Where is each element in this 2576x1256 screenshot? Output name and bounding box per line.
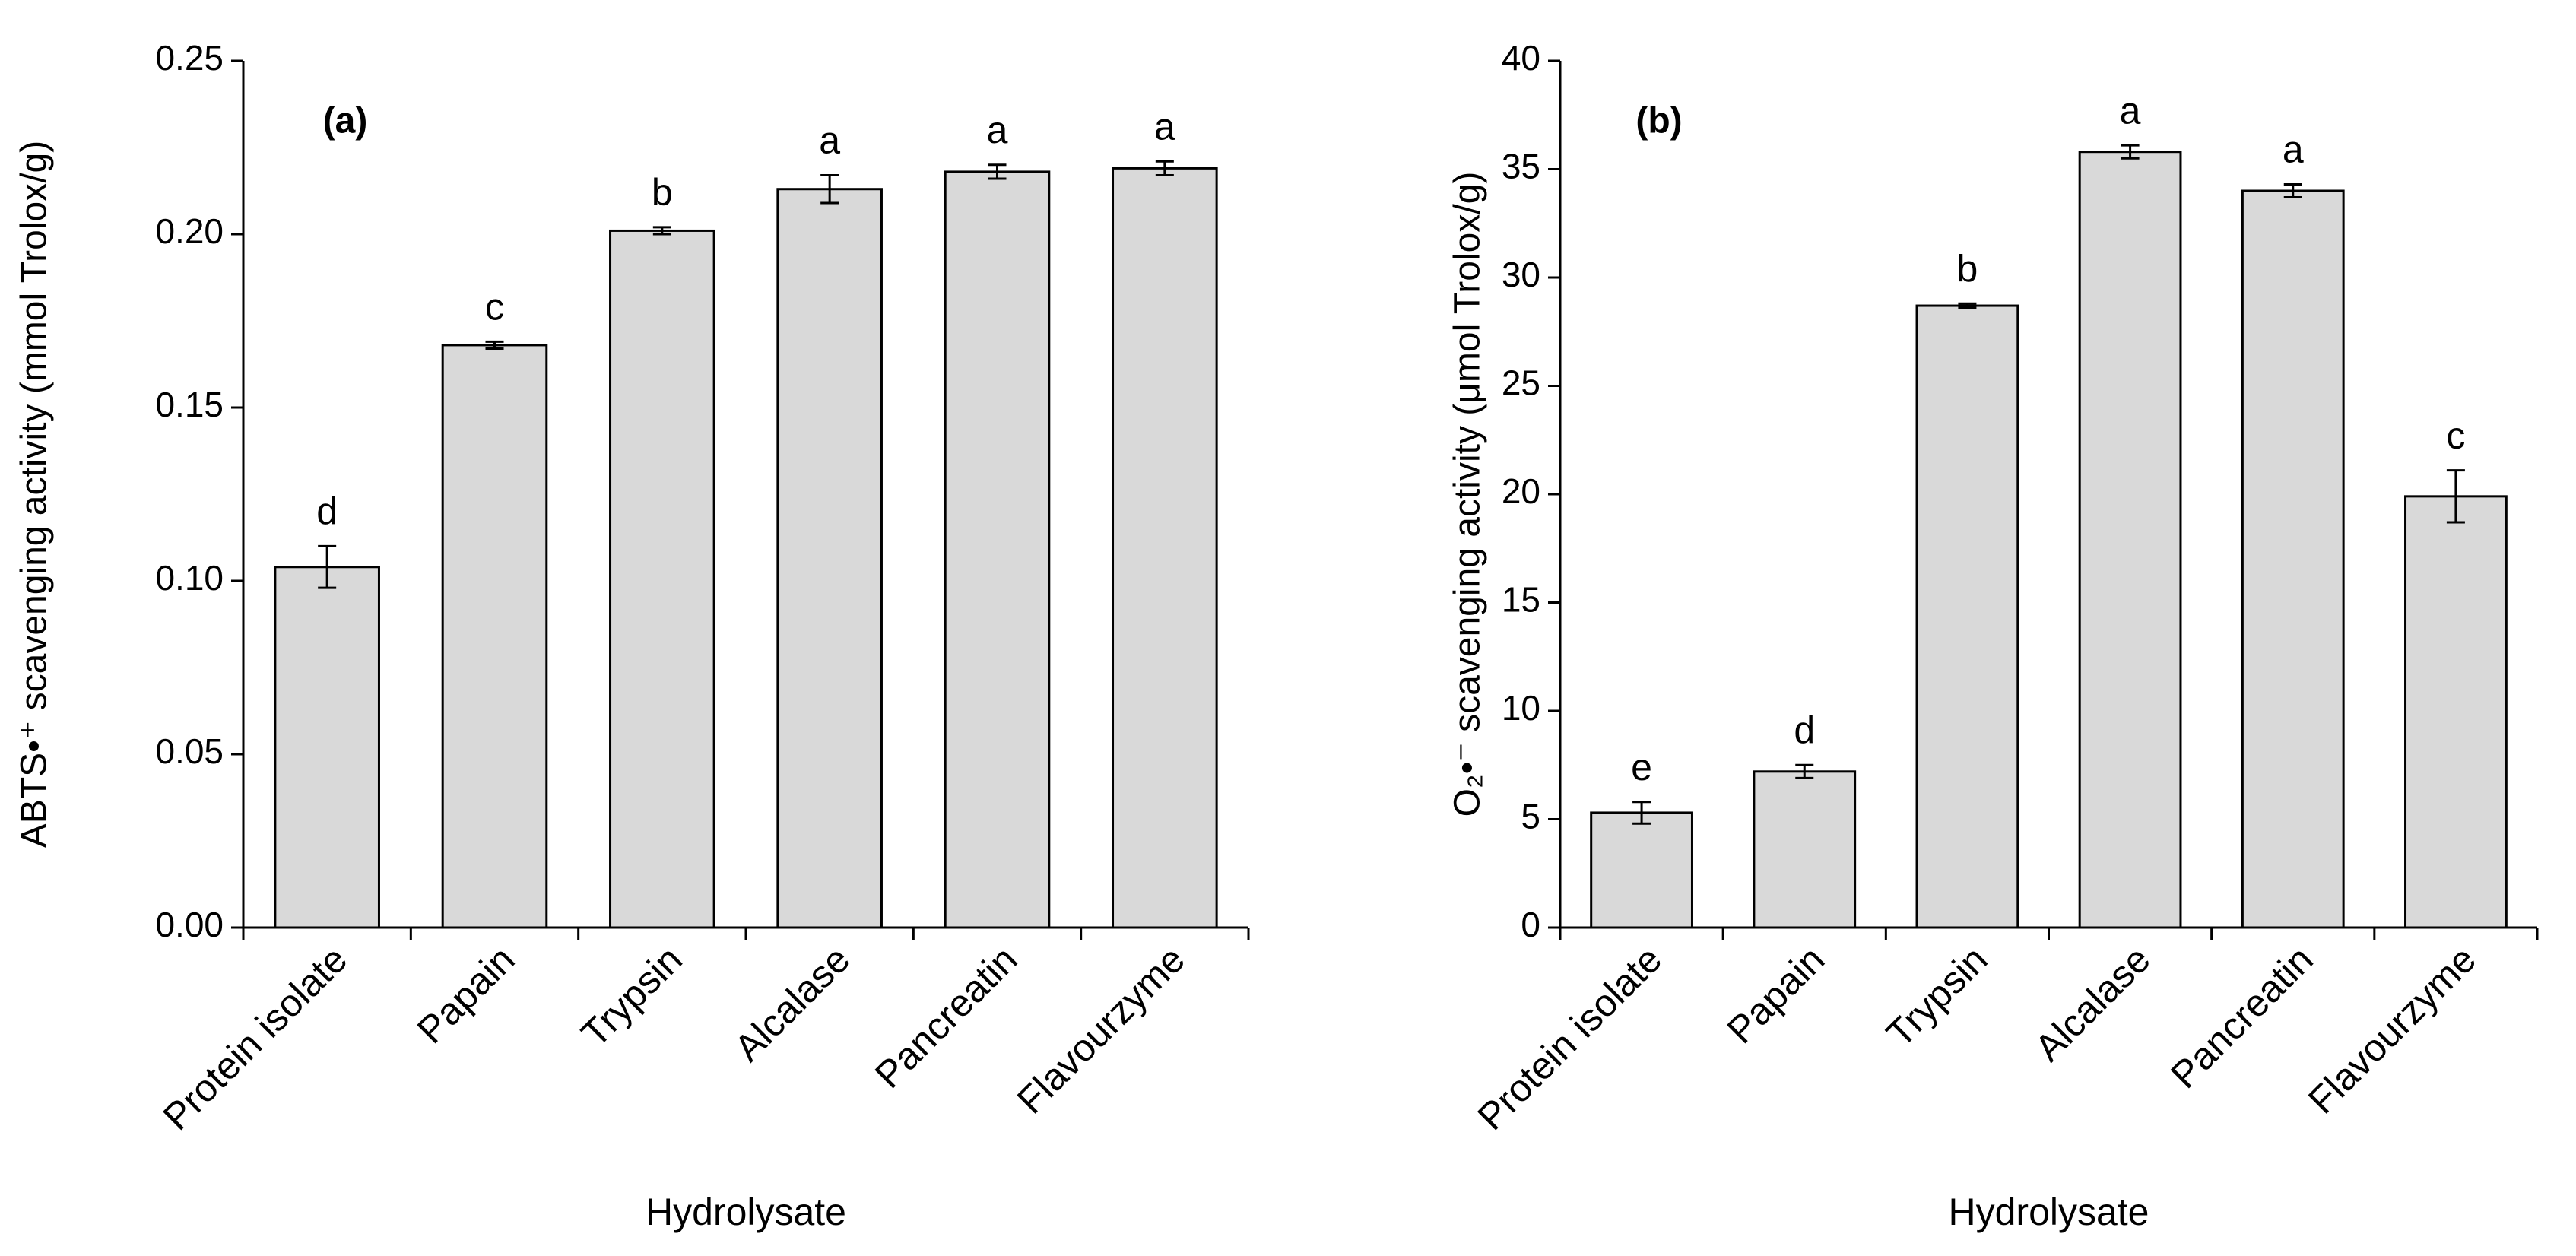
x-tick-label: Flavourzyme [1009, 938, 1193, 1122]
y-tick-label: 0.00 [155, 905, 224, 944]
bar [274, 566, 380, 929]
y-tick-label: 0.25 [155, 38, 224, 78]
bar [944, 170, 1051, 929]
significance-letter: c [485, 286, 504, 328]
x-tick-label: Pancreatin [2162, 938, 2321, 1097]
x-tick-label: Trypsin [573, 938, 690, 1055]
panel-label: (b) [1635, 101, 1682, 141]
x-tick-label: Papain [409, 938, 523, 1052]
significance-letter: d [1794, 709, 1815, 751]
y-tick-label: 0.05 [155, 731, 224, 771]
bar [1590, 811, 1693, 929]
bar [2078, 151, 2182, 929]
x-tick-label: Alcalase [2026, 938, 2158, 1070]
x-tick-label: Protein isolate [155, 938, 356, 1139]
y-tick-label: 0 [1521, 905, 1540, 944]
y-tick-label: 20 [1502, 471, 1540, 511]
bar [1112, 167, 1218, 929]
x-tick-label: Papain [1719, 938, 1833, 1052]
x-tick-label: Pancreatin [867, 938, 1026, 1097]
y-tick-label: 35 [1502, 147, 1540, 186]
significance-letter: a [2283, 128, 2304, 171]
y-tick-label: 40 [1502, 38, 1540, 78]
bar [1915, 304, 2019, 929]
x-tick-label: Flavourzyme [2300, 938, 2484, 1122]
panel-label: (a) [323, 101, 368, 141]
y-tick-label: 0.10 [155, 558, 224, 598]
significance-letter: a [1154, 105, 1175, 147]
y-tick-label: 5 [1521, 797, 1540, 836]
bar [1753, 770, 1857, 929]
x-axis-title: Hydrolysate [1949, 1191, 2149, 1233]
significance-letter: d [316, 490, 338, 533]
significance-letter: a [987, 109, 1008, 151]
y-tick-label: 0.15 [155, 385, 224, 424]
y-axis-title: ABTS•⁺ scavenging activity (mmol Trolox/… [14, 141, 55, 848]
y-tick-label: 25 [1502, 363, 1540, 403]
y-tick-label: 30 [1502, 255, 1540, 294]
bar [609, 229, 715, 929]
significance-letter: e [1631, 746, 1652, 788]
bar [776, 188, 883, 929]
x-axis-title: Hydrolysate [646, 1191, 846, 1233]
significance-letter: b [652, 171, 673, 214]
significance-letter: a [2120, 89, 2141, 132]
significance-letter: c [2446, 414, 2465, 457]
x-tick-label: Trypsin [1878, 938, 1995, 1055]
bar [441, 344, 548, 929]
y-tick-label: 15 [1502, 580, 1540, 620]
x-tick-label: Protein isolate [1470, 938, 1670, 1139]
significance-letter: a [819, 119, 840, 162]
y-tick-label: 10 [1502, 688, 1540, 728]
significance-letter: b [1957, 247, 1978, 290]
x-tick-label: Alcalase [726, 938, 858, 1070]
y-axis-title: O₂•⁻ scavenging activity (μmol Trolox/g) [1448, 172, 1488, 817]
y-tick-label: 0.20 [155, 211, 224, 251]
bar [2404, 495, 2508, 929]
bar [2241, 189, 2345, 929]
